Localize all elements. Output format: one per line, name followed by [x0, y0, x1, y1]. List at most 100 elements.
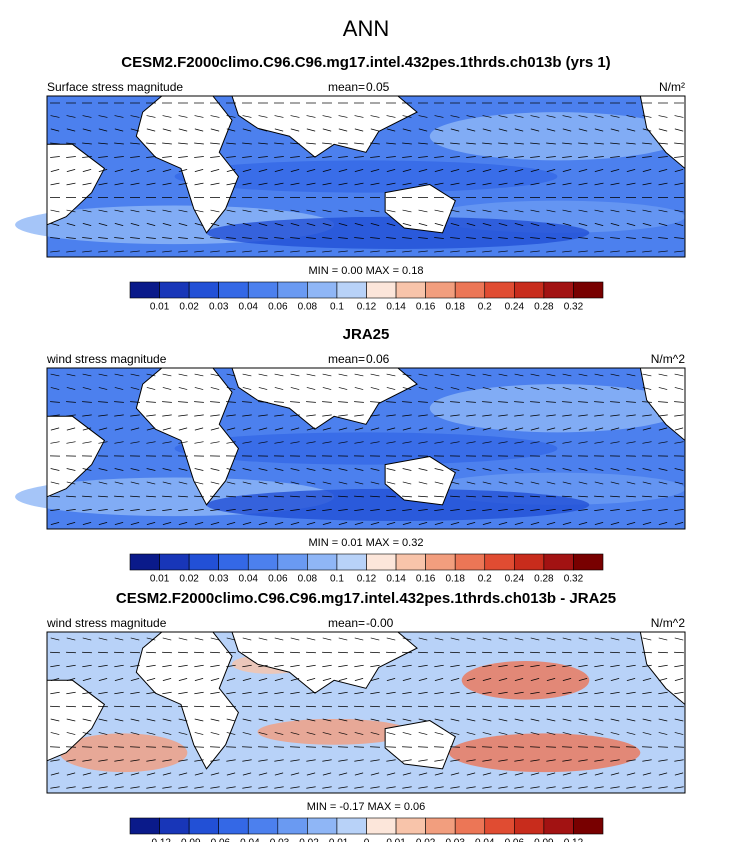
wind-vector: [130, 209, 140, 213]
wind-vector: [210, 705, 220, 708]
colorbar-box: [484, 553, 515, 571]
wind-vector: [242, 142, 252, 145]
wind-vector: [306, 651, 316, 654]
wind-vector: [146, 169, 156, 172]
wind-vector: [306, 637, 316, 641]
wind-vector: [66, 401, 76, 403]
wind-vector: [178, 169, 188, 172]
colorbar-box: [514, 281, 545, 299]
wind-vector: [594, 414, 604, 417]
wind-vector: [258, 691, 268, 695]
wind-vector: [322, 182, 332, 186]
wind-vector: [514, 223, 524, 226]
wind-vector: [482, 664, 492, 668]
wind-vector: [594, 759, 604, 762]
wind-vector: [370, 637, 380, 641]
wind-vector: [258, 169, 268, 172]
wind-vector: [178, 237, 188, 239]
wind-vector: [466, 387, 476, 390]
wind-vector: [146, 468, 156, 471]
wind-vector: [482, 142, 492, 145]
wind-vector: [610, 705, 620, 708]
wind-vector: [146, 509, 156, 511]
wind-vector: [610, 156, 620, 158]
wind-vector: [370, 705, 380, 708]
wind-vector: [354, 651, 364, 654]
wind-vector: [162, 732, 172, 735]
wind-vector: [466, 678, 476, 681]
wind-vector: [354, 156, 364, 158]
wind-vector: [514, 481, 524, 485]
wind-vector: [274, 223, 284, 226]
wind-vector: [306, 182, 316, 186]
wind-vector: [162, 759, 172, 762]
wind-vector: [466, 509, 476, 511]
wind-vector: [194, 664, 204, 668]
wind-vector: [274, 156, 284, 158]
wind-vector: [258, 746, 268, 748]
wind-vector: [642, 128, 652, 132]
wind-vector: [50, 746, 60, 748]
wind-vector: [498, 495, 508, 498]
wind-vector: [306, 509, 316, 511]
wind-vector: [114, 772, 124, 776]
wind-vector: [418, 746, 428, 748]
wind-vector: [402, 522, 412, 525]
wind-vector: [514, 732, 524, 735]
wind-vector: [658, 759, 668, 762]
wind-vector: [546, 142, 556, 145]
wind-vector: [194, 786, 204, 789]
wind-vector: [482, 427, 492, 431]
wind-vector: [466, 237, 476, 239]
wind-vector: [274, 142, 284, 145]
wind-vector: [114, 522, 124, 525]
wind-vector: [466, 772, 476, 776]
wind-vector: [674, 705, 684, 708]
wind-vector: [130, 664, 140, 668]
wind-vector: [258, 495, 268, 498]
wind-vector: [66, 373, 76, 377]
wind-vector: [306, 414, 316, 417]
wind-vector: [546, 691, 556, 695]
wind-vector: [434, 509, 444, 511]
wind-vector: [130, 468, 140, 471]
land: [231, 367, 418, 430]
wind-vector: [466, 732, 476, 735]
wind-vector: [386, 705, 396, 708]
wind-vector: [178, 387, 188, 390]
wind-vector: [242, 441, 252, 444]
wind-vector: [418, 250, 428, 253]
wind-vector: [146, 237, 156, 239]
wind-vector: [146, 223, 156, 226]
colorbar-label: 0.2: [478, 302, 492, 313]
wind-vector: [178, 373, 188, 377]
wind-vector: [274, 169, 284, 172]
colorbar-box: [307, 553, 338, 571]
wind-vector: [210, 142, 220, 145]
wind-vector: [210, 237, 220, 239]
wind-vector: [594, 387, 604, 390]
colorbar-box: [129, 281, 160, 299]
colorbar-box: [218, 553, 249, 571]
wind-vector: [290, 169, 300, 172]
wind-vector: [514, 678, 524, 681]
wind-vector: [418, 664, 428, 668]
wind-vector: [450, 468, 460, 471]
wind-vector: [258, 237, 268, 239]
colorbar-label: 0.03: [209, 302, 229, 313]
wind-vector: [322, 468, 332, 471]
wind-vector: [274, 664, 284, 668]
wind-vector: [114, 182, 124, 186]
wind-vector: [450, 718, 460, 722]
wind-vector: [386, 495, 396, 498]
wind-vector: [162, 637, 172, 641]
wind-vector: [562, 705, 572, 708]
wind-vector: [674, 223, 684, 226]
wind-vector: [258, 637, 268, 641]
colorbar-box: [573, 281, 604, 299]
wind-vector: [402, 786, 412, 789]
wind-vector: [242, 651, 252, 654]
wind-vector: [610, 746, 620, 748]
wind-vector: [258, 786, 268, 789]
colorbar-label: 0.18: [445, 302, 465, 313]
